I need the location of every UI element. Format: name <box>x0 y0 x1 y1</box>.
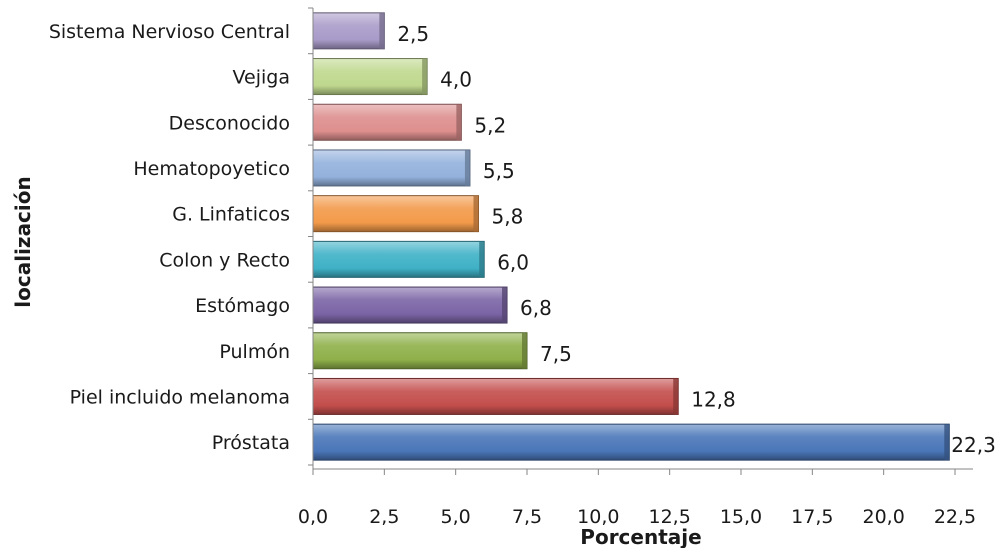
x-tick-label-7: 17,5 <box>791 506 833 528</box>
bar-end-cap-0 <box>379 12 385 49</box>
x-tick-label-6: 15,0 <box>720 506 762 528</box>
value-label-8: 12,8 <box>691 387 736 411</box>
category-label-5: Colon y Recto <box>159 249 290 271</box>
category-label-0: Sistema Nervioso Central <box>49 21 290 43</box>
bar-end-cap-2 <box>456 104 462 141</box>
x-tick-label-1: 2,5 <box>369 506 399 528</box>
bar-6 <box>312 286 508 324</box>
bar-end-cap-4 <box>473 195 479 232</box>
x-tick-label-5: 12,5 <box>649 506 691 528</box>
x-tick-label-8: 20,0 <box>863 506 905 528</box>
bar-end-cap-7 <box>522 332 527 369</box>
bar-end-cap-1 <box>422 58 428 95</box>
bar-end-cap-3 <box>464 149 470 186</box>
value-label-6: 6,8 <box>520 296 552 320</box>
x-tick-label-3: 7,5 <box>512 506 542 528</box>
value-label-7: 7,5 <box>540 342 572 366</box>
bar-8 <box>312 377 679 415</box>
axes <box>308 7 973 470</box>
value-label-4: 5,8 <box>491 205 523 229</box>
bar-1 <box>312 58 428 96</box>
x-tick-label-0: 0,0 <box>298 506 328 528</box>
value-label-0: 2,5 <box>397 22 429 46</box>
value-label-2: 5,2 <box>474 113 506 137</box>
value-label-5: 6,0 <box>497 250 529 274</box>
category-label-8: Piel incluido melanoma <box>70 386 290 408</box>
bar-end-cap-6 <box>502 287 508 324</box>
category-label-2: Desconocido <box>169 112 290 134</box>
value-label-3: 5,5 <box>483 159 515 183</box>
value-labels: 2,5 4,05,2 5,5 5,8 6,0 6,8 7,5 12,8 22,3 <box>397 22 995 457</box>
x-axis-title: Porcentaje <box>580 525 701 548</box>
category-label-3: Hematopoyetico <box>133 158 290 180</box>
bar-end-cap-9 <box>944 424 950 461</box>
x-tick-label-2: 5,0 <box>441 506 471 528</box>
x-tick-label-4: 10,0 <box>577 506 619 528</box>
bar-3 <box>312 149 471 187</box>
bar-2 <box>312 103 462 141</box>
category-label-7: Pulmón <box>219 341 290 363</box>
bar-0 <box>312 12 385 50</box>
category-label-4: G. Linfaticos <box>172 204 290 226</box>
category-label-9: Próstata <box>212 432 290 454</box>
x-ticks: 0,0 2,5 5,0 7,5 10,0 12,5 15,0 17,5 20,0 22,5 <box>298 469 976 528</box>
category-labels: Sistema Nervioso Central Vejiga Desconocid… <box>49 21 290 454</box>
category-label-1: Vejiga <box>233 67 290 89</box>
category-label-6: Estómago <box>195 295 290 317</box>
bar-4 <box>312 195 479 233</box>
y-axis-title: localización <box>11 176 35 307</box>
bar-7 <box>312 332 528 370</box>
bar-end-cap-8 <box>673 378 679 415</box>
value-label-1: 4,0 <box>440 68 472 92</box>
bar-9 <box>312 423 950 461</box>
bar-end-cap-5 <box>479 241 485 278</box>
bar-5 <box>312 240 485 278</box>
bars-group <box>312 12 950 461</box>
x-tick-label-9: 22,5 <box>934 506 976 528</box>
value-label-9: 22,3 <box>951 433 996 457</box>
